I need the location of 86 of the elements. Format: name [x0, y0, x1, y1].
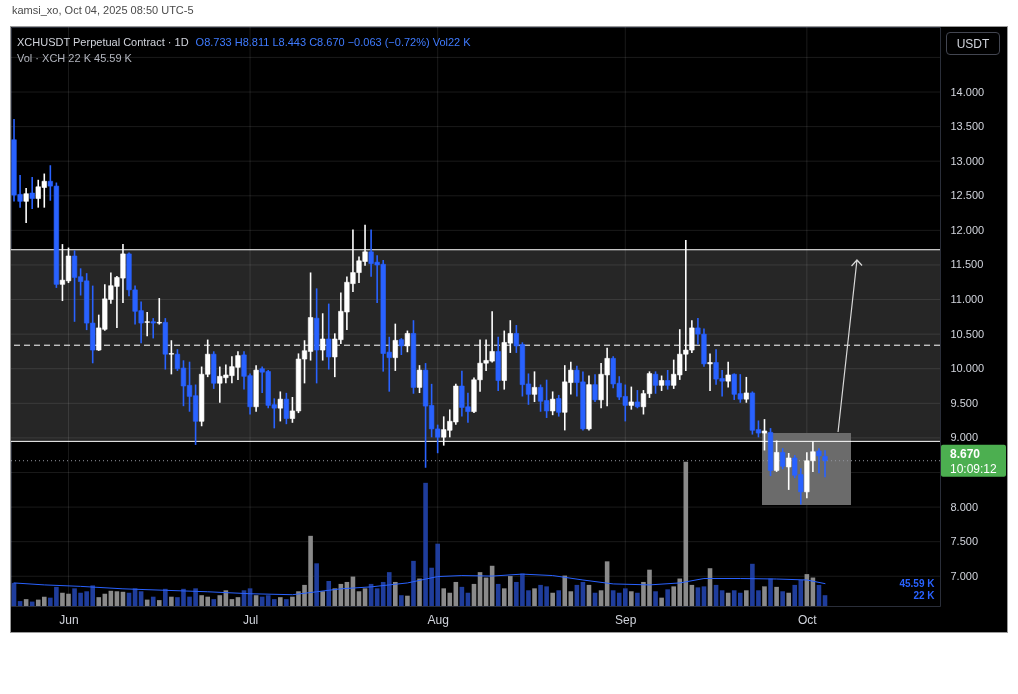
y-tick-label: 10.000 [950, 362, 985, 375]
bar [550, 592, 555, 606]
candlestick [652, 371, 659, 394]
bar [792, 584, 798, 606]
candlestick [592, 374, 598, 403]
x-tick-label: Jul [242, 612, 259, 627]
x-tick-label: Sep [615, 612, 637, 627]
y-tick-label: 14.000 [950, 85, 985, 98]
bar [774, 586, 779, 606]
bar [169, 596, 174, 606]
bar [562, 575, 568, 606]
unit-button: USDT [946, 32, 1000, 55]
bar [96, 597, 102, 606]
x-tick-label: Aug [427, 612, 449, 627]
y-tick-label: 12.500 [950, 189, 985, 202]
candlestick [150, 318, 156, 339]
y-tick-label: 13.500 [950, 120, 985, 133]
candlestick [392, 323, 398, 371]
candlestick [283, 392, 289, 425]
text: 10:09:12 [950, 461, 998, 476]
ref-line-label: 8.670 [950, 446, 981, 461]
line-series [13, 573, 826, 596]
candlestick [320, 313, 326, 361]
y-tick-label: 11.000 [950, 293, 984, 306]
annotation: Vol · XCH 22 K 45.59 K [17, 51, 133, 66]
candlestick [743, 376, 749, 403]
bar [629, 591, 634, 606]
y2-tick-label: 22 K [913, 589, 936, 601]
bar [217, 595, 223, 606]
bar [332, 588, 338, 606]
candlestick [628, 386, 634, 410]
text: XCHUSDT Perpetual Contract · 1D [17, 36, 189, 48]
annotation: O8.733 H8.811 L8.443 C8.670 −0.063 (−0.72%) Vol22 K [195, 36, 471, 48]
y-tick-label: 9.500 [950, 396, 979, 409]
bar [150, 596, 156, 606]
bar [556, 590, 562, 606]
bar [665, 589, 670, 606]
bar [635, 592, 640, 606]
bar [156, 600, 162, 606]
text: kamsi_xo, Oct 04, 2025 08:50 UTC-5 [12, 4, 194, 16]
bar [417, 578, 422, 606]
bar [411, 560, 416, 606]
y-tick-label: 9.000 [950, 431, 979, 444]
candlestick [550, 391, 556, 416]
y-tick-label: 7.500 [950, 535, 979, 548]
candlestick [29, 177, 35, 210]
bar [326, 580, 332, 606]
candlestick [780, 448, 786, 470]
bar [780, 591, 785, 606]
bar [768, 578, 773, 606]
candlestick [531, 371, 538, 403]
bar [314, 563, 319, 606]
candlestick [416, 365, 423, 394]
bar [399, 595, 404, 606]
bar [320, 591, 325, 606]
bar [405, 595, 410, 606]
candlestick [725, 361, 731, 388]
x-tick-label: Jun [59, 612, 79, 627]
bar [393, 581, 398, 606]
y-tick-label: 8.000 [950, 500, 979, 513]
y-tick-label: 7.000 [950, 569, 979, 582]
candlestick [404, 330, 411, 353]
y-tick-label: 10.500 [950, 327, 985, 340]
candlestick [326, 303, 332, 370]
bar [284, 599, 289, 606]
candlestick [144, 311, 150, 337]
bar [762, 586, 767, 606]
candlestick [786, 453, 792, 490]
candlestick [23, 188, 29, 223]
bar [163, 588, 168, 606]
candlestick [707, 353, 713, 391]
y-tick-label: 13.000 [950, 154, 985, 167]
bar [659, 597, 664, 606]
bar [744, 590, 749, 606]
bar [653, 591, 658, 606]
y2-tick-label: 45.59 K [899, 578, 936, 590]
bar [532, 588, 537, 606]
bar [278, 597, 283, 606]
candlestick [277, 391, 283, 422]
x-tick-label: Oct [798, 612, 818, 627]
bar [786, 592, 791, 606]
candlestick [556, 394, 562, 417]
candlestick [156, 298, 162, 325]
y-tick-label: 11.500 [950, 258, 984, 271]
bar [211, 599, 217, 606]
y-tick-label: 12.000 [950, 223, 985, 236]
